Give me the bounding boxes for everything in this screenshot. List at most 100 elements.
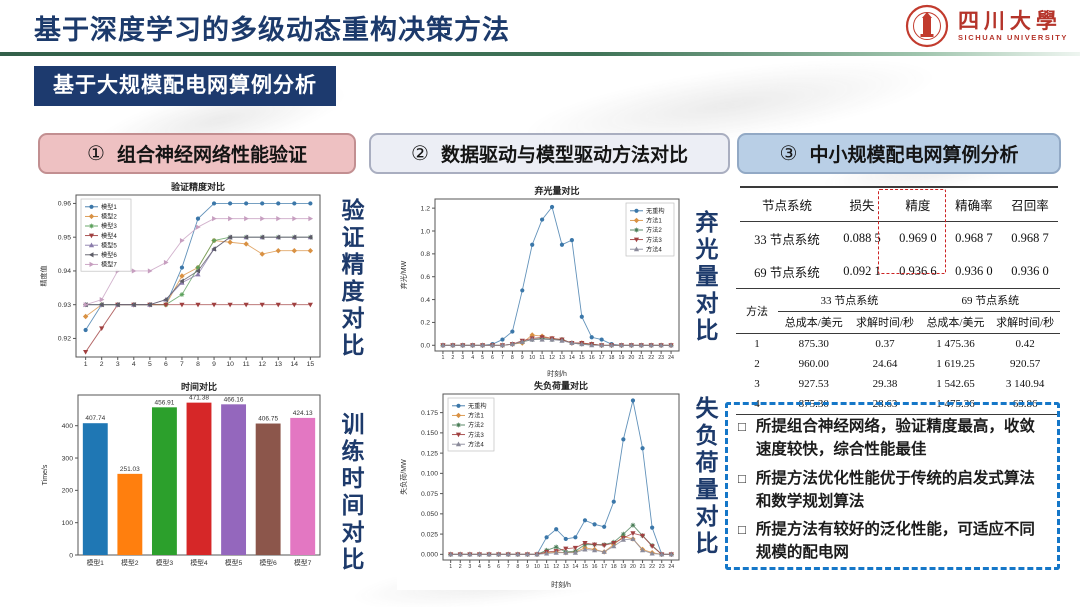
svg-text:5: 5	[148, 361, 152, 368]
svg-text:21: 21	[640, 564, 646, 570]
conclusion-item: □ 所提方法有较好的泛化性能，可适应不同规模的配电网	[738, 518, 1047, 565]
table-cell: 0.088 5	[843, 231, 881, 245]
table-cell: 33 节点系统	[754, 233, 820, 247]
svg-text:模型7: 模型7	[294, 558, 312, 567]
svg-text:Time/s: Time/s	[42, 464, 49, 485]
section-label: 中小规模配电网算例分析	[809, 145, 1019, 166]
svg-text:7: 7	[507, 564, 510, 570]
svg-text:12: 12	[553, 564, 559, 570]
svg-text:2: 2	[459, 564, 462, 570]
svg-text:3: 3	[116, 361, 120, 368]
svg-text:模型6: 模型6	[101, 251, 117, 259]
side-label-pv-curtailment: 弃光量对比	[692, 210, 718, 345]
svg-text:22: 22	[648, 355, 654, 361]
svg-text:100: 100	[62, 520, 74, 527]
university-logo: 四川大學 SICHUAN UNIVERSITY	[905, 4, 1068, 48]
table-cell: 1	[754, 337, 760, 350]
load-shedding-chart: 失负荷量对比 0.000 0.025 0.050 0.075 0.100 0.125 0.15…	[397, 380, 685, 590]
cost-col-header: 方法	[736, 288, 779, 334]
svg-text:466.16: 466.16	[224, 396, 244, 403]
svg-text:10: 10	[534, 564, 540, 570]
svg-text:17: 17	[601, 564, 607, 570]
table-cell: 3 140.94	[1005, 377, 1045, 390]
table-row: 2 960.00 24.64 1 619.25 920.57	[736, 354, 1060, 374]
svg-text:15: 15	[579, 355, 585, 361]
logo-en-text: SICHUAN UNIVERSITY	[957, 33, 1068, 43]
svg-text:模型2: 模型2	[121, 558, 139, 567]
cost-sub-header: 总成本/美元	[778, 311, 850, 334]
svg-text:11: 11	[243, 361, 250, 368]
table-cell: 0.42	[1015, 337, 1035, 350]
svg-text:1: 1	[449, 564, 452, 570]
table-cell: 927.53	[798, 377, 829, 390]
svg-text:10: 10	[529, 355, 535, 361]
svg-text:2: 2	[451, 355, 454, 361]
svg-text:时刻/h: 时刻/h	[547, 369, 567, 378]
cost-table-grid: 方法 33 节点系统 69 节点系统 总成本/美元 求解时间/秒 总成本/美元 求解时间/秒…	[736, 288, 1060, 415]
svg-text:17: 17	[599, 355, 605, 361]
svg-text:21: 21	[638, 355, 644, 361]
svg-text:0.95: 0.95	[58, 234, 71, 241]
svg-text:9: 9	[526, 564, 529, 570]
svg-text:方法4: 方法4	[468, 440, 484, 448]
svg-text:400: 400	[62, 423, 74, 430]
svg-text:200: 200	[62, 488, 74, 495]
svg-text:15: 15	[307, 361, 315, 368]
svg-text:406.75: 406.75	[258, 416, 278, 423]
svg-text:13: 13	[274, 361, 282, 368]
table-cell: 1 542.65	[936, 377, 975, 390]
metrics-col-header: 精确率	[955, 199, 993, 213]
svg-text:验证精度对比: 验证精度对比	[171, 181, 225, 192]
svg-text:无重构: 无重构	[468, 402, 487, 410]
svg-text:11: 11	[539, 355, 545, 361]
svg-text:24: 24	[668, 355, 674, 361]
table-cell: 0.936 0	[955, 264, 993, 278]
table-cell: 0.092 1	[843, 264, 881, 278]
svg-text:方法4: 方法4	[646, 245, 662, 253]
svg-text:9: 9	[521, 355, 524, 361]
svg-text:模型5: 模型5	[101, 241, 117, 249]
cost-group-header: 69 节点系统	[920, 288, 1060, 312]
page-title: 基于深度学习的多级动态重构决策方法	[34, 15, 510, 45]
svg-text:471.38: 471.38	[189, 395, 209, 402]
svg-text:模型6: 模型6	[259, 558, 277, 567]
section-header-1: ① 组合神经网络性能验证	[38, 133, 356, 174]
svg-text:251.03: 251.03	[120, 466, 140, 473]
table-cell: 1 475.36	[936, 337, 975, 350]
svg-text:0.000: 0.000	[421, 552, 438, 559]
sichuan-university-seal-icon	[905, 4, 949, 48]
svg-text:方法1: 方法1	[468, 412, 484, 420]
svg-text:22: 22	[649, 564, 655, 570]
svg-text:弃光/MW: 弃光/MW	[399, 260, 408, 289]
table-cell: 0.936 6	[899, 264, 937, 278]
svg-text:407.74: 407.74	[85, 415, 105, 422]
svg-text:模型3: 模型3	[101, 222, 117, 230]
square-bullet-icon: □	[738, 522, 746, 537]
table-cell: 3	[754, 377, 760, 390]
svg-text:424.13: 424.13	[293, 410, 313, 417]
svg-text:20: 20	[630, 564, 636, 570]
svg-text:8: 8	[516, 564, 519, 570]
svg-text:0.175: 0.175	[421, 410, 438, 417]
svg-text:4: 4	[132, 361, 136, 368]
svg-text:时间对比: 时间对比	[181, 381, 217, 392]
header-divider	[0, 52, 1080, 56]
section-header-2: ② 数据驱动与模型驱动方法对比	[369, 133, 730, 174]
svg-text:13: 13	[563, 564, 569, 570]
svg-text:10: 10	[226, 361, 234, 368]
section-number: ②	[411, 143, 429, 165]
svg-text:456.91: 456.91	[154, 399, 174, 406]
svg-text:3: 3	[461, 355, 464, 361]
svg-text:20: 20	[628, 355, 634, 361]
svg-text:12: 12	[258, 361, 266, 368]
svg-text:2: 2	[100, 361, 104, 368]
svg-text:0.94: 0.94	[58, 268, 71, 275]
svg-text:24: 24	[668, 564, 674, 570]
section-label: 数据驱动与模型驱动方法对比	[440, 145, 688, 166]
table-row: 1 875.30 0.37 1 475.36 0.42	[736, 333, 1060, 354]
training-time-chart: 时间对比 0 100 200 300 400 Time/s 407.74 模型1 251.03 模型…	[36, 377, 328, 581]
svg-text:0.075: 0.075	[421, 491, 438, 498]
